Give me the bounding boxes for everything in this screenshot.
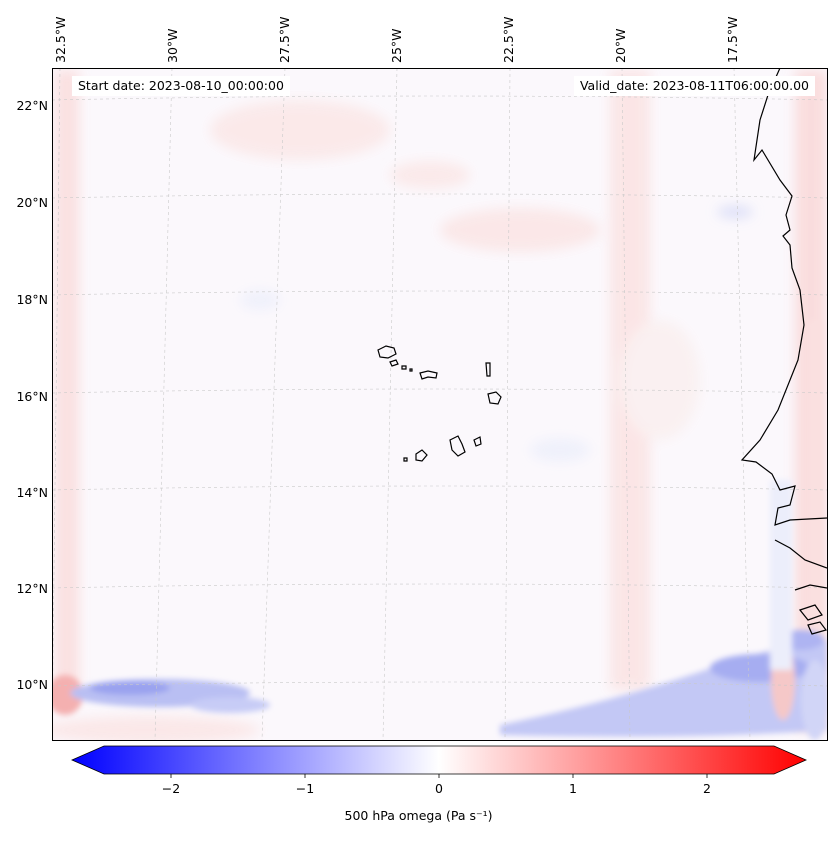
lon-label-27-5w: 27.5°W (277, 16, 292, 63)
island-maio (473, 436, 482, 447)
island-sao-nicolau (419, 370, 438, 380)
lat-label-10n: 10°N (16, 677, 48, 692)
lat-label-22n: 22°N (16, 98, 48, 113)
map-frame (52, 68, 828, 741)
colorbar-body (71, 745, 807, 775)
lat-label-16n: 16°N (16, 389, 48, 404)
start-date-label: Start date: 2023-08-10_00:00:00 (72, 76, 290, 96)
valid-date-label: Valid_date: 2023-08-11T06:00:00.00 (573, 76, 815, 96)
cb-tick-label-0: 0 (435, 781, 443, 796)
lon-label-30w: 30°W (165, 28, 180, 63)
island-sal (485, 362, 491, 377)
cb-tick-label-2: 2 (703, 781, 711, 796)
lat-label-14n: 14°N (16, 485, 48, 500)
cb-tick-label-neg2: −2 (161, 781, 181, 796)
coastline (740, 68, 827, 526)
sw-warm-cell (52, 675, 83, 715)
island-santiago (449, 435, 466, 457)
lon-label-17-5w: 17.5°W (725, 16, 740, 63)
colorbar (71, 745, 807, 778)
island-santo-antao (377, 345, 397, 359)
lon-label-22-5w: 22.5°W (501, 16, 516, 63)
lon-label-20w: 20°W (613, 28, 628, 63)
cape-verde-islands (377, 345, 502, 462)
lon-label-32-5w: 32.5°W (53, 16, 68, 63)
lat-label-20n: 20°N (16, 195, 48, 210)
lat-label-12n: 12°N (16, 581, 48, 596)
omega-field (52, 68, 827, 740)
cb-tick-label-neg1: −1 (295, 781, 315, 796)
island-brava (403, 457, 408, 462)
colorbar-title: 500 hPa omega (Pa s⁻¹) (344, 808, 493, 823)
graticule (52, 68, 827, 740)
lat-label-18n: 18°N (16, 292, 48, 307)
island-fogo (415, 449, 428, 462)
cb-tick-label-1: 1 (569, 781, 577, 796)
west-edge-warm-band (55, 70, 79, 690)
island-sao-vicente (389, 359, 399, 367)
island-boa-vista (487, 391, 502, 405)
lon-label-25w: 25°W (389, 28, 404, 63)
